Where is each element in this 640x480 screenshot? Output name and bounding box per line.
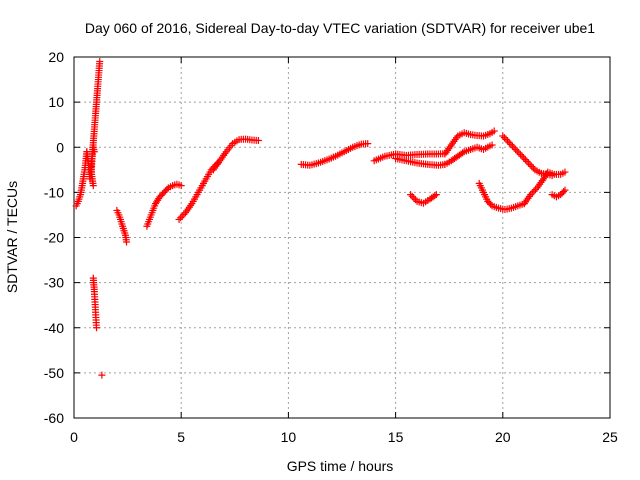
y-tick-label: -50 [44, 365, 64, 381]
grid-layer [74, 57, 610, 418]
data-point [98, 371, 106, 379]
x-tick-label: 15 [388, 429, 404, 445]
data-point [459, 149, 467, 157]
data-point [516, 151, 524, 159]
data-point [407, 191, 415, 199]
data-point [530, 187, 538, 195]
y-axis-label: SDTVAR / TECUs [4, 181, 20, 293]
y-tick-label: -30 [44, 275, 64, 291]
data-point [175, 215, 183, 223]
data-points [72, 58, 569, 379]
data-point [93, 324, 101, 332]
y-tick-label: -40 [44, 320, 64, 336]
data-point [411, 196, 419, 204]
data-point [521, 156, 529, 164]
data-point [410, 194, 418, 202]
data-point [488, 141, 496, 149]
data-point [561, 168, 569, 176]
data-point [177, 214, 185, 222]
data-point [177, 182, 185, 190]
data-point [500, 134, 508, 142]
data-point [561, 186, 569, 194]
data-point [507, 140, 515, 148]
data-point [523, 157, 531, 165]
x-tick-label: 10 [281, 429, 297, 445]
data-point [528, 162, 536, 170]
x-tick-label: 25 [602, 429, 618, 445]
data-point [123, 238, 131, 246]
data-point [510, 144, 518, 152]
data-point [512, 146, 520, 154]
data-point [254, 136, 262, 144]
data-point [487, 200, 495, 208]
chart-title: Day 060 of 2016, Sidereal Day-to-day VTE… [85, 20, 595, 36]
x-tick-label: 0 [70, 429, 78, 445]
y-tick-label: -10 [44, 184, 64, 200]
data-point [528, 189, 536, 197]
data-point [518, 152, 526, 160]
data-point [505, 139, 513, 147]
tick-layer: 0 5 10 15 20 25 -60 -50 -40 -30 -20 -10 0 10 20 [44, 49, 618, 445]
y-tick-label: -20 [44, 230, 64, 246]
data-point [432, 191, 440, 199]
data-point [499, 132, 507, 140]
data-point [408, 192, 416, 200]
data-point [364, 140, 372, 148]
data-point [163, 185, 171, 193]
data-point [502, 135, 510, 143]
data-point [490, 127, 498, 135]
data-point [89, 182, 97, 190]
data-point [526, 161, 534, 169]
data-point [504, 137, 512, 145]
data-point [431, 192, 439, 200]
y-tick-label: 0 [56, 139, 64, 155]
x-tick-label: 5 [177, 429, 185, 445]
data-point [508, 142, 516, 150]
data-point [515, 149, 523, 157]
x-axis-label: GPS time / hours [287, 458, 394, 474]
data-point [178, 212, 186, 220]
data-point [520, 154, 528, 162]
data-point [513, 147, 521, 155]
x-tick-label: 20 [495, 429, 511, 445]
data-point [96, 58, 104, 66]
y-tick-label: -60 [44, 410, 64, 426]
data-point [525, 159, 533, 167]
y-tick-label: 10 [48, 94, 64, 110]
y-tick-label: 20 [48, 49, 64, 65]
data-point [560, 188, 568, 196]
data-point [527, 191, 535, 199]
data-point [529, 164, 537, 172]
